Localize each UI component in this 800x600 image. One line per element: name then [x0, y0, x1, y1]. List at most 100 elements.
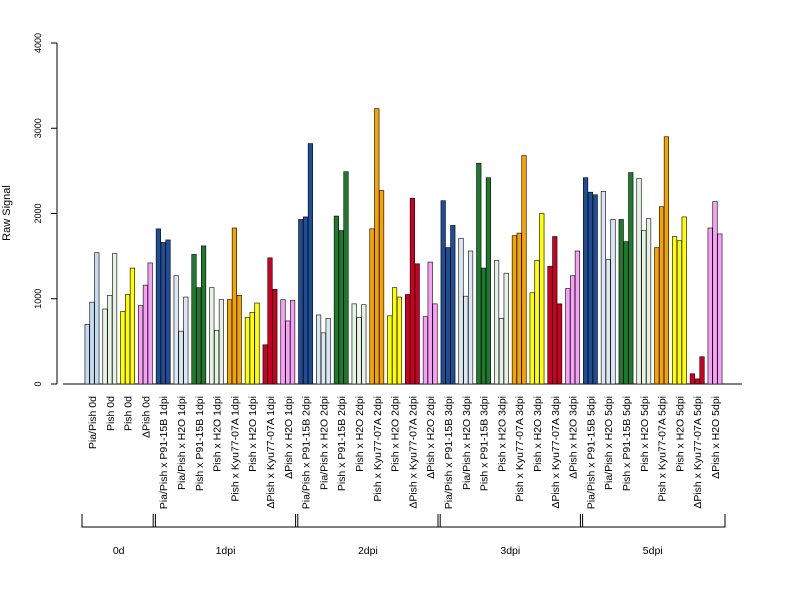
- bar: [333, 215, 339, 385]
- bar: [392, 287, 398, 385]
- x-tick-label: Pia/Pish 0d: [87, 396, 99, 449]
- bar: [254, 302, 260, 385]
- group-label: 3dpi: [500, 545, 520, 557]
- bar: [272, 289, 278, 385]
- bar: [534, 260, 540, 385]
- y-axis-label: Raw Signal: [1, 185, 13, 241]
- bar: [369, 228, 375, 385]
- bar: [343, 171, 349, 385]
- x-tick-label: Pish x H2O 3dpi: [532, 396, 544, 472]
- x-tick-label: Pish x P91-15B 1dpi: [194, 396, 206, 491]
- bar: [280, 299, 286, 385]
- bar: [396, 296, 402, 385]
- bar: [183, 296, 189, 385]
- bar: [201, 245, 207, 385]
- bar: [565, 288, 571, 385]
- bar: [231, 227, 237, 385]
- x-tick-label: Pish x P91-15B 5dpi: [621, 396, 633, 491]
- bar: [557, 303, 563, 385]
- bar: [458, 237, 464, 385]
- bar: [689, 373, 695, 385]
- group-label: 2dpi: [358, 545, 378, 557]
- bar: [138, 305, 144, 385]
- bar: [267, 257, 273, 385]
- bar: [539, 213, 545, 385]
- x-tick-label: ΔPish x H2O 5dpi: [710, 396, 722, 479]
- bar: [178, 330, 184, 385]
- bar: [672, 236, 678, 385]
- x-tick-label: Pia/Pish x P91-15B 2dpi: [301, 396, 313, 509]
- x-tick-label: Pia/Pish x H2O 1dpi: [176, 396, 188, 490]
- x-tick-label: ΔPish x H2O 2dpi: [425, 396, 437, 479]
- y-tick-label: 1000: [33, 289, 43, 309]
- bar: [262, 344, 268, 385]
- x-tick-label: Pish x Kyu77-07A 2dpi: [372, 396, 384, 502]
- x-tick-label: Pish x P91-15B 3dpi: [479, 396, 491, 491]
- bar: [160, 242, 166, 385]
- bar: [94, 252, 100, 385]
- y-tick-label: 0: [33, 381, 43, 386]
- bar: [338, 230, 344, 385]
- bar: [409, 197, 415, 385]
- bar: [307, 143, 313, 385]
- bar: [659, 206, 665, 385]
- x-tick-label: Pia/Pish x P91-15B 1dpi: [158, 396, 170, 509]
- x-tick-labels: Pia/Pish 0d Pish 0d Pish 0d ΔPish 0d Pia/Pis…: [87, 396, 722, 509]
- bar: [592, 194, 598, 385]
- x-tick-label: ΔPish x Kyu77-07A 1dpi: [265, 396, 277, 509]
- x-tick-label: Pish x Kyu77-07A 3dpi: [514, 396, 526, 502]
- group-bracket: [81, 514, 156, 528]
- x-tick-label: Pish x H2O 1dpi: [212, 396, 224, 472]
- bar: [663, 136, 669, 385]
- bar: [654, 247, 660, 385]
- bar: [112, 253, 118, 385]
- bar: [552, 236, 558, 385]
- bar: [623, 241, 629, 385]
- bar: [155, 228, 161, 385]
- bar: [694, 378, 700, 385]
- bar: [196, 287, 202, 385]
- x-tick-label: Pish x H2O 3dpi: [496, 396, 508, 472]
- group-label: 5dpi: [643, 545, 663, 557]
- bar: [485, 177, 491, 385]
- group-label: 0d: [113, 545, 125, 557]
- bar: [481, 267, 487, 385]
- group-bracket: [152, 514, 299, 528]
- bar: [298, 219, 304, 385]
- bar: [511, 235, 517, 385]
- x-tick-label: ΔPish x Kyu77-07A 3dpi: [550, 396, 562, 509]
- bar: [707, 227, 713, 385]
- x-tick-label: ΔPish 0d: [140, 396, 152, 438]
- x-tick-label: ΔPish x Kyu77-07A 2dpi: [407, 396, 419, 509]
- bar: [618, 219, 624, 385]
- bar: [468, 250, 474, 385]
- bar: [699, 356, 705, 385]
- y-tick-label: 2000: [33, 203, 43, 223]
- bar: [165, 239, 171, 385]
- bar: [587, 191, 593, 385]
- bar: [361, 304, 367, 385]
- time-group-brackets: 0d 1dpi 2dpi 3dpi 5dpi: [81, 514, 726, 557]
- bar: [290, 300, 296, 385]
- bar: [600, 191, 606, 385]
- bar: [529, 292, 535, 385]
- bar: [236, 295, 242, 385]
- bar: [574, 250, 580, 385]
- bar: [717, 233, 723, 385]
- bar: [89, 301, 95, 385]
- x-tick-label: Pish 0d: [105, 396, 117, 431]
- bar: [325, 318, 331, 385]
- bar: [387, 315, 393, 385]
- bar: [427, 261, 433, 385]
- bar: [142, 284, 148, 385]
- bar: [285, 320, 291, 385]
- x-tick-label: Pish x H2O 5dpi: [674, 396, 686, 472]
- bar: [191, 254, 197, 385]
- bar: [356, 317, 362, 385]
- bar: [84, 324, 90, 385]
- bar: [303, 216, 309, 385]
- bar: [147, 262, 153, 385]
- bar: [102, 308, 108, 385]
- bar: [320, 332, 326, 385]
